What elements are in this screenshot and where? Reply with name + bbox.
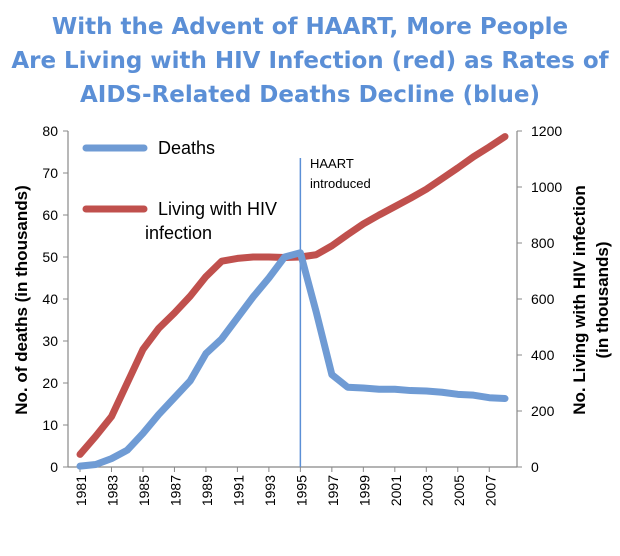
- right-tick-label: 0: [531, 459, 539, 475]
- chart-title-line-2: Are Living with HIV Infection (red) as R…: [11, 48, 609, 74]
- right-tick-label: 1000: [531, 179, 562, 195]
- left-tick-label: 20: [42, 375, 58, 391]
- axes: [67, 131, 518, 468]
- right-tick-label: 200: [531, 403, 555, 419]
- x-tick-label: 1999: [356, 475, 372, 506]
- right-axis-title-line-1: No. Living with HIV infection: [570, 185, 589, 415]
- x-tick-label: 1997: [325, 475, 341, 506]
- right-axis-ticks: 0 200 400 600 800 1000 1200: [517, 123, 562, 475]
- right-tick-label: 400: [531, 347, 555, 363]
- legend-label-living-line-1: Living with HIV: [158, 199, 277, 219]
- right-tick-label: 1200: [531, 123, 562, 139]
- legend: Deaths Living with HIV infection: [82, 138, 277, 243]
- left-tick-label: 10: [42, 417, 58, 433]
- left-tick-label: 30: [42, 333, 58, 349]
- legend-label-deaths: Deaths: [158, 138, 215, 158]
- right-axis-title-line-2: (in thousands): [593, 241, 612, 358]
- left-tick-label: 80: [42, 123, 58, 139]
- right-tick-label: 800: [531, 235, 555, 251]
- x-tick-label: 1995: [293, 475, 309, 506]
- x-tick-label: 2001: [388, 475, 404, 506]
- series-line-living-with-hiv: [76, 133, 509, 458]
- right-tick-label: 600: [531, 291, 555, 307]
- x-tick-label: 2003: [419, 475, 435, 506]
- left-tick-label: 70: [42, 165, 58, 181]
- left-axis-title: No. of deaths (in thousands): [12, 185, 31, 415]
- x-tick-label: 1987: [167, 475, 183, 506]
- haart-annotation-line-1: HAART: [310, 156, 354, 171]
- x-tick-label: 1991: [230, 475, 246, 506]
- left-tick-label: 40: [42, 291, 58, 307]
- x-tick-label: 2007: [482, 475, 498, 506]
- haart-annotation-line-2: introduced: [310, 176, 371, 191]
- left-tick-label: 0: [50, 459, 58, 475]
- x-tick-label: 1983: [104, 475, 120, 506]
- chart-title-line-1: With the Advent of HAART, More People: [51, 14, 569, 40]
- left-tick-label: 60: [42, 207, 58, 223]
- x-tick-label: 2005: [451, 475, 467, 506]
- series-line-deaths: [76, 249, 509, 470]
- x-tick-label: 1985: [136, 475, 152, 506]
- x-tick-label: 1993: [262, 475, 278, 506]
- left-tick-label: 50: [42, 249, 58, 265]
- x-tick-label: 1989: [199, 475, 215, 506]
- left-axis-ticks: 0 10 20 30 40 50 60 70 80: [42, 123, 68, 475]
- x-axis-ticks: 1981 1983 1985 1987 1989 1991 1993 1995 1997 1999…: [73, 467, 498, 506]
- chart-title: With the Advent of HAART, More People Ar…: [0, 10, 620, 112]
- chart-title-line-3: AIDS-Related Deaths Decline (blue): [79, 82, 541, 108]
- x-tick-label: 1981: [73, 475, 89, 506]
- legend-label-living-line-2: infection: [145, 223, 212, 243]
